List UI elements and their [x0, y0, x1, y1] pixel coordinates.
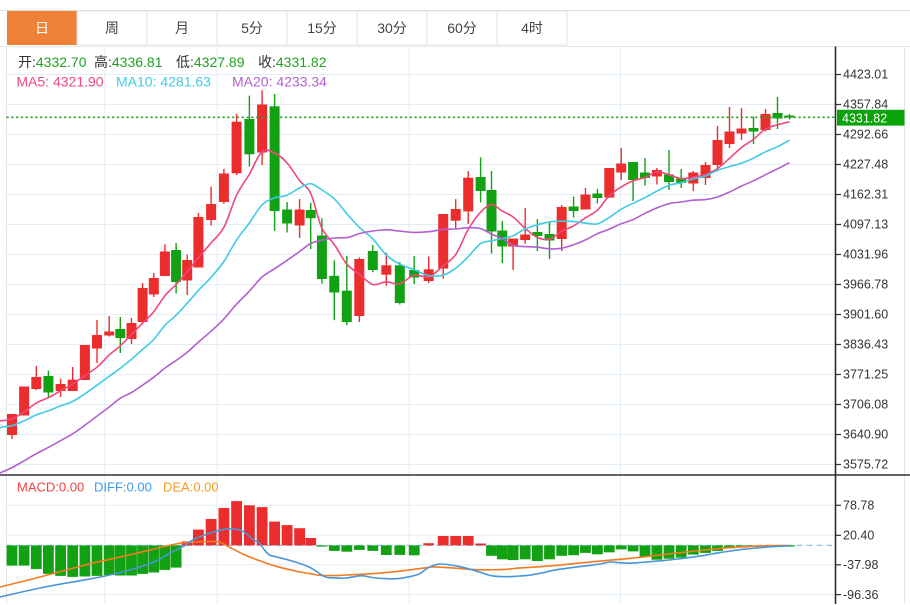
svg-text:20.40: 20.40 — [843, 529, 874, 543]
svg-text:78.78: 78.78 — [843, 499, 874, 513]
svg-text:4331.82: 4331.82 — [842, 111, 887, 125]
svg-text:3640.90: 3640.90 — [843, 428, 888, 442]
svg-text:5分: 5分 — [241, 20, 263, 36]
svg-text:3575.72: 3575.72 — [843, 458, 888, 472]
svg-text:4162.31: 4162.31 — [843, 188, 888, 202]
svg-text:MACD:0.00: MACD:0.00 — [17, 480, 84, 495]
svg-text:3966.78: 3966.78 — [843, 278, 888, 292]
svg-text:周: 周 — [105, 20, 119, 36]
svg-text:-96.36: -96.36 — [843, 588, 878, 602]
svg-text:MA5: 4321.90: MA5: 4321.90 — [16, 74, 103, 90]
svg-text:3706.08: 3706.08 — [843, 398, 888, 412]
svg-text:收:4331.82: 收:4331.82 — [258, 54, 327, 70]
svg-text:MA10: 4281.63: MA10: 4281.63 — [116, 74, 211, 90]
svg-text:60分: 60分 — [447, 20, 477, 36]
svg-text:日: 日 — [35, 20, 49, 36]
svg-text:4097.13: 4097.13 — [843, 218, 888, 232]
svg-text:月: 月 — [175, 20, 189, 36]
svg-text:高:4336.81: 高:4336.81 — [94, 54, 163, 70]
svg-text:4031.96: 4031.96 — [843, 248, 888, 262]
svg-text:15分: 15分 — [307, 20, 337, 36]
svg-text:4292.66: 4292.66 — [843, 128, 888, 142]
svg-text:低:4327.89: 低:4327.89 — [176, 54, 245, 70]
svg-text:DIFF:0.00: DIFF:0.00 — [94, 480, 152, 495]
svg-text:-37.98: -37.98 — [843, 558, 878, 572]
svg-text:4357.84: 4357.84 — [843, 98, 888, 112]
svg-text:4227.48: 4227.48 — [843, 158, 888, 172]
svg-text:DEA:0.00: DEA:0.00 — [163, 480, 219, 495]
svg-text:3836.43: 3836.43 — [843, 338, 888, 352]
svg-text:4时: 4时 — [521, 20, 543, 36]
svg-text:4423.01: 4423.01 — [843, 68, 888, 82]
svg-text:开:4332.70: 开:4332.70 — [18, 54, 87, 70]
svg-text:3771.25: 3771.25 — [843, 368, 888, 382]
svg-text:MA20: 4233.34: MA20: 4233.34 — [232, 74, 327, 90]
svg-text:30分: 30分 — [377, 20, 407, 36]
svg-text:3901.60: 3901.60 — [843, 308, 888, 322]
